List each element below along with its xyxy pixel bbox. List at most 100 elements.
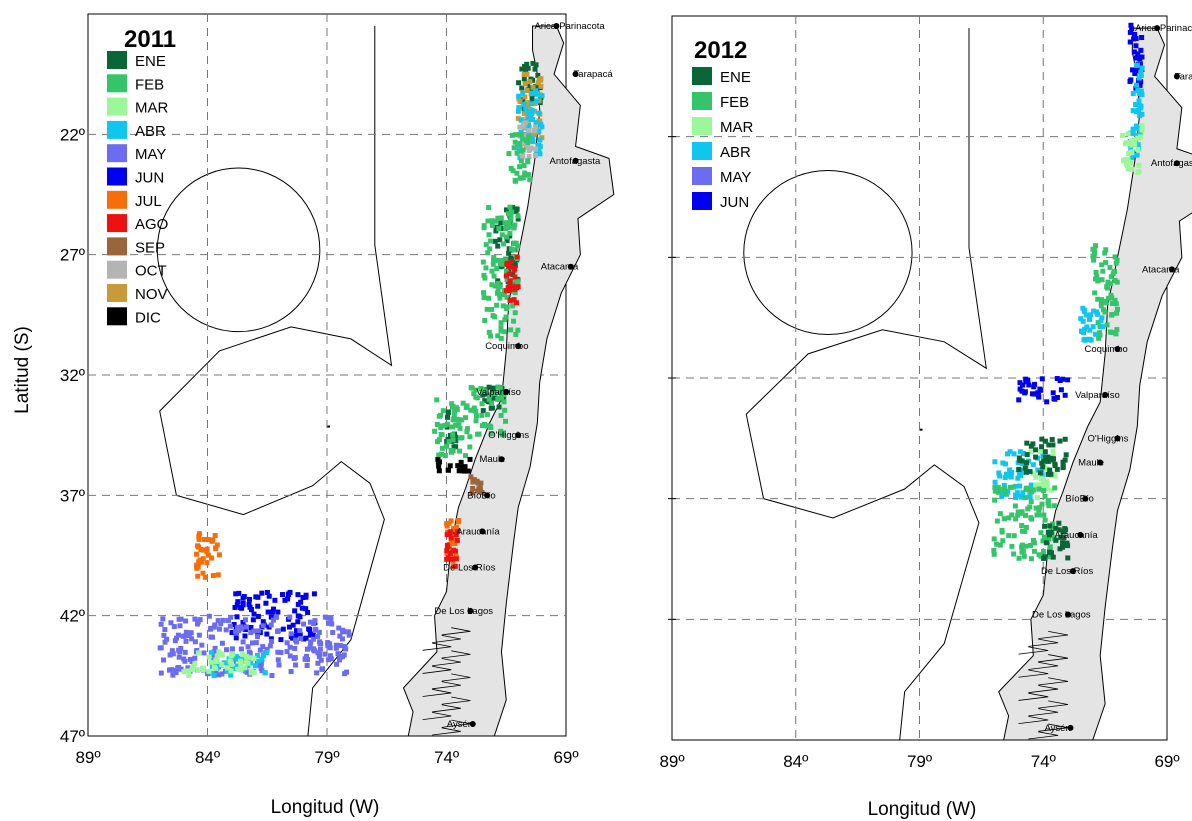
catch-point-nov bbox=[525, 100, 531, 106]
catch-point-feb bbox=[1028, 556, 1034, 562]
catch-point-jun bbox=[241, 594, 247, 600]
catch-point-ago bbox=[453, 556, 459, 562]
catch-point-ene bbox=[491, 395, 497, 401]
catch-point-feb bbox=[510, 303, 516, 309]
catch-point-jun bbox=[303, 635, 309, 641]
catch-point-feb bbox=[1099, 297, 1105, 303]
catch-point-may bbox=[158, 670, 164, 676]
catch-point-jul bbox=[194, 565, 200, 571]
catch-point-jun bbox=[1051, 396, 1057, 402]
catch-point-ene bbox=[1043, 540, 1049, 546]
catch-point-may bbox=[340, 653, 346, 659]
catch-point-ago bbox=[506, 284, 512, 290]
catch-point-oct bbox=[532, 153, 538, 159]
catch-point-mar bbox=[1038, 476, 1044, 482]
catch-point-feb bbox=[515, 327, 521, 333]
catch-point-feb bbox=[499, 232, 505, 238]
catch-point-jun bbox=[1026, 382, 1032, 388]
catch-point-may bbox=[287, 614, 293, 620]
city-label: Arica-Parinacota bbox=[1135, 23, 1192, 34]
catch-point-feb bbox=[1105, 279, 1111, 285]
x-tick-label: 84º bbox=[195, 748, 220, 767]
catch-point-abr bbox=[518, 117, 524, 123]
catch-point-feb bbox=[511, 225, 517, 231]
catch-point-feb bbox=[494, 266, 500, 272]
catch-point-nov bbox=[521, 72, 527, 78]
catch-point-ene bbox=[1047, 523, 1053, 529]
catch-point-jun bbox=[1044, 399, 1050, 405]
catch-point-abr bbox=[529, 90, 535, 96]
catch-point-jun bbox=[299, 605, 305, 611]
catch-point-dic bbox=[465, 468, 471, 474]
city-marker bbox=[1082, 495, 1089, 502]
catch-point-jun bbox=[255, 613, 261, 619]
catch-point-may bbox=[162, 639, 168, 645]
catch-point-may bbox=[268, 622, 274, 628]
catch-point-nov bbox=[524, 71, 530, 77]
catch-point-jun bbox=[280, 626, 286, 632]
catch-point-mar bbox=[214, 653, 220, 659]
catch-point-feb bbox=[495, 384, 501, 390]
catch-point-feb bbox=[1000, 538, 1006, 544]
catch-point-abr bbox=[1139, 92, 1145, 98]
catch-point-feb bbox=[514, 170, 520, 176]
catch-point-ene bbox=[1016, 455, 1022, 461]
catch-point-ene bbox=[1047, 467, 1053, 473]
catch-point-ene bbox=[525, 65, 531, 71]
catch-point-abr bbox=[537, 144, 543, 150]
fjord-coastline bbox=[1018, 715, 1049, 724]
catch-point-feb bbox=[481, 290, 487, 296]
catch-point-ene bbox=[532, 66, 538, 72]
catch-point-may bbox=[249, 640, 255, 646]
catch-point-feb bbox=[450, 424, 456, 430]
catch-point-feb bbox=[473, 409, 479, 415]
catch-point-jul bbox=[216, 552, 222, 558]
legend-swatch-feb bbox=[107, 74, 127, 93]
fjord-coastline bbox=[422, 712, 452, 721]
catch-point-feb bbox=[1030, 537, 1036, 543]
catch-point-feb bbox=[432, 428, 438, 434]
catch-point-mar bbox=[1044, 482, 1050, 488]
catch-point-abr bbox=[528, 113, 534, 119]
legend-label-sep: SEP bbox=[135, 239, 165, 256]
catch-point-jun bbox=[264, 631, 270, 637]
catch-point-mar bbox=[1120, 158, 1126, 164]
catch-point-jun bbox=[264, 589, 270, 595]
catch-point-feb bbox=[488, 238, 494, 244]
catch-point-may bbox=[177, 649, 183, 655]
catch-point-jun bbox=[246, 601, 252, 607]
catch-point-feb bbox=[1023, 543, 1029, 549]
catch-point-may bbox=[240, 639, 246, 645]
catch-point-may bbox=[259, 668, 265, 674]
catch-point-feb bbox=[503, 314, 509, 320]
city-marker bbox=[1154, 25, 1161, 32]
catch-point-feb bbox=[434, 421, 440, 427]
catch-point-feb bbox=[464, 429, 470, 435]
island-eez-boundary bbox=[743, 169, 913, 336]
catch-point-feb bbox=[450, 417, 456, 423]
catch-point-feb bbox=[1019, 528, 1025, 534]
catch-point-feb bbox=[481, 272, 487, 278]
catch-point-may bbox=[176, 664, 182, 670]
catch-point-may bbox=[315, 660, 321, 666]
catch-point-feb bbox=[478, 385, 484, 391]
catch-point-ene bbox=[1033, 454, 1039, 460]
catch-point-may bbox=[260, 623, 266, 629]
catch-point-ene bbox=[519, 66, 525, 72]
catch-point-jul bbox=[204, 549, 210, 555]
catch-point-jun bbox=[297, 631, 303, 637]
catch-point-may bbox=[177, 623, 183, 629]
x-tick-label: 79º bbox=[907, 752, 932, 771]
catch-point-may bbox=[291, 655, 297, 661]
catch-point-feb bbox=[436, 413, 442, 419]
catch-point-abr bbox=[208, 650, 214, 656]
catch-point-jun bbox=[1131, 49, 1137, 55]
catch-point-jun bbox=[305, 609, 311, 615]
catch-point-jun bbox=[242, 627, 248, 633]
catch-point-mar bbox=[195, 650, 201, 656]
catch-point-feb bbox=[521, 163, 527, 169]
catch-point-jun bbox=[292, 608, 298, 614]
city-label: Arica-Parinacota bbox=[534, 21, 605, 32]
catch-point-ene bbox=[1051, 456, 1057, 462]
catch-point-abr bbox=[234, 663, 240, 669]
